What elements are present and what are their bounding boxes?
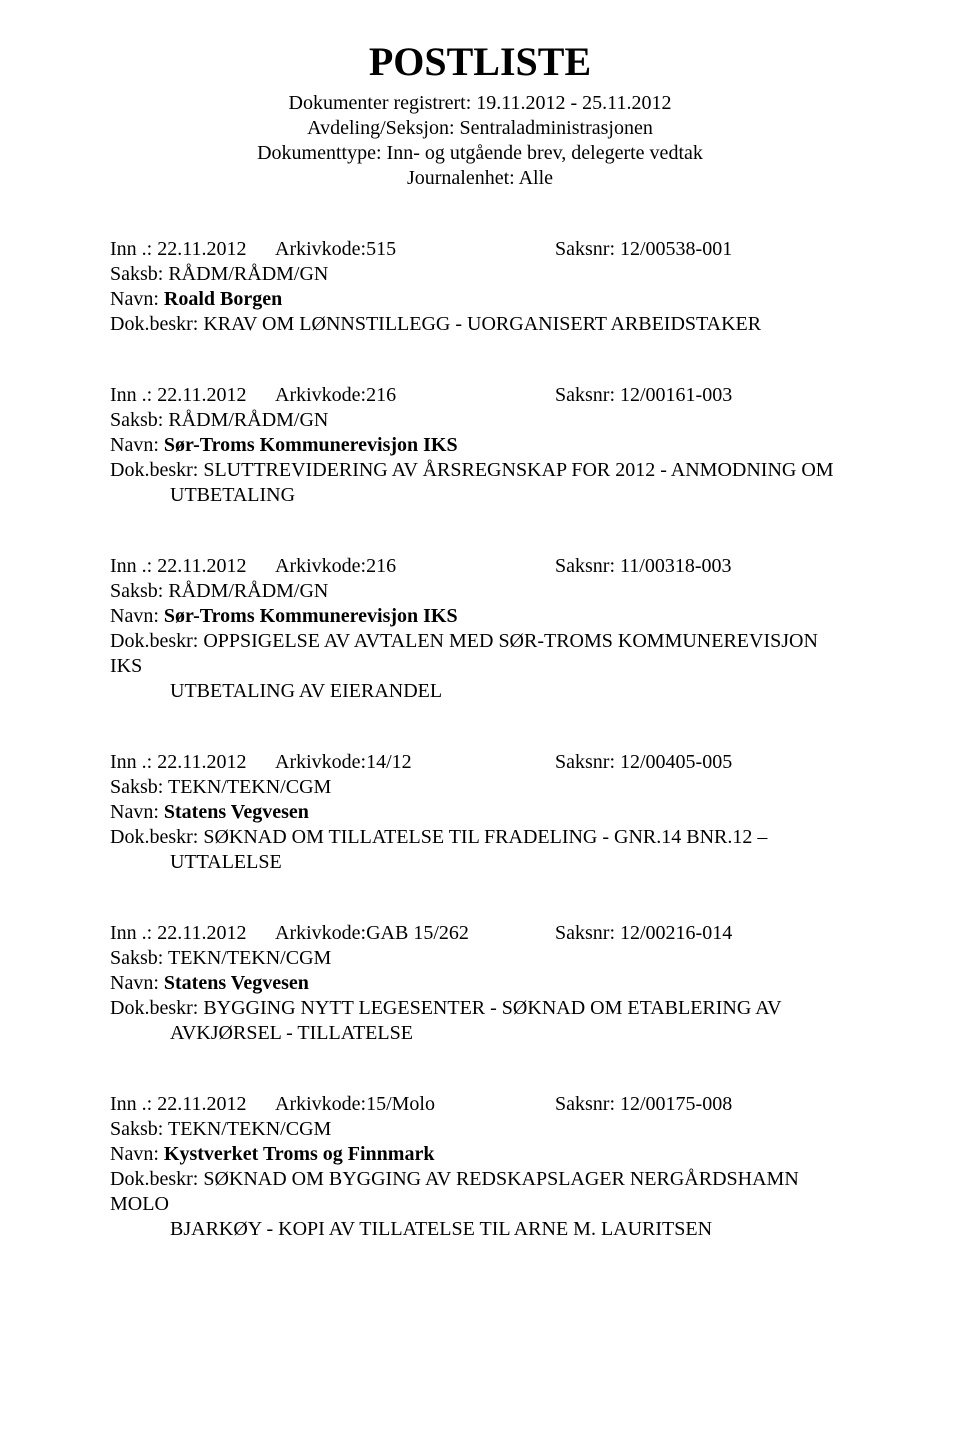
navn-value: Statens Vegvesen — [164, 972, 309, 994]
arkivkode: Arkivkode:14/12 — [275, 750, 555, 775]
entry: Inn .: 22.11.2012Arkivkode:14/12Saksnr: … — [110, 750, 850, 875]
navn: Navn: Kystverket Troms og Finnmark — [110, 1142, 850, 1167]
inn-date: Inn .: 22.11.2012 — [110, 554, 275, 579]
arkivkode: Arkivkode:GAB 15/262 — [275, 921, 555, 946]
saksnr: Saksnr: 12/00538-001 — [555, 237, 850, 262]
saksnr: Saksnr: 12/00175-008 — [555, 1092, 850, 1117]
dok-beskr: Dok.beskr: OPPSIGELSE AV AVTALEN MED SØR… — [110, 629, 850, 679]
dok-beskr-cont: UTTALELSE — [110, 850, 850, 875]
header-line-4: Journalenhet: Alle — [110, 166, 850, 191]
saksnr: Saksnr: 12/00405-005 — [555, 750, 850, 775]
dok-beskr-cont: UTBETALING AV EIERANDEL — [110, 679, 850, 704]
entry-row-meta: Inn .: 22.11.2012Arkivkode:216Saksnr: 12… — [110, 383, 850, 408]
dok-beskr: Dok.beskr: BYGGING NYTT LEGESENTER - SØK… — [110, 996, 850, 1021]
entry-row-meta: Inn .: 22.11.2012Arkivkode:216Saksnr: 11… — [110, 554, 850, 579]
arkivkode: Arkivkode:15/Molo — [275, 1092, 555, 1117]
navn-value: Statens Vegvesen — [164, 801, 309, 823]
saksb: Saksb: TEKN/TEKN/CGM — [110, 946, 850, 971]
inn-date: Inn .: 22.11.2012 — [110, 921, 275, 946]
inn-date: Inn .: 22.11.2012 — [110, 237, 275, 262]
dok-beskr: Dok.beskr: SLUTTREVIDERING AV ÅRSREGNSKA… — [110, 458, 850, 483]
header-line-2: Avdeling/Seksjon: Sentraladministrasjone… — [110, 116, 850, 141]
navn-label: Navn: — [110, 434, 164, 456]
entries-container: Inn .: 22.11.2012Arkivkode:515Saksnr: 12… — [110, 237, 850, 1242]
saksb: Saksb: RÅDM/RÅDM/GN — [110, 579, 850, 604]
saksnr: Saksnr: 12/00216-014 — [555, 921, 850, 946]
navn: Navn: Sør-Troms Kommunerevisjon IKS — [110, 604, 850, 629]
dok-beskr-cont: AVKJØRSEL - TILLATELSE — [110, 1021, 850, 1046]
entry: Inn .: 22.11.2012Arkivkode:216Saksnr: 11… — [110, 554, 850, 704]
inn-date: Inn .: 22.11.2012 — [110, 383, 275, 408]
entry-row-meta: Inn .: 22.11.2012Arkivkode:GAB 15/262Sak… — [110, 921, 850, 946]
navn: Navn: Statens Vegvesen — [110, 800, 850, 825]
dok-beskr-cont: BJARKØY - KOPI AV TILLATELSE TIL ARNE M.… — [110, 1217, 850, 1242]
navn-label: Navn: — [110, 801, 164, 823]
header-line-1: Dokumenter registrert: 19.11.2012 - 25.1… — [110, 91, 850, 116]
header-block: Dokumenter registrert: 19.11.2012 - 25.1… — [110, 91, 850, 191]
entry-row-meta: Inn .: 22.11.2012Arkivkode:14/12Saksnr: … — [110, 750, 850, 775]
header-line-3: Dokumenttype: Inn- og utgående brev, del… — [110, 141, 850, 166]
saksb: Saksb: RÅDM/RÅDM/GN — [110, 262, 850, 287]
entry-row-meta: Inn .: 22.11.2012Arkivkode:515Saksnr: 12… — [110, 237, 850, 262]
navn-value: Roald Borgen — [164, 288, 282, 310]
inn-date: Inn .: 22.11.2012 — [110, 1092, 275, 1117]
saksb: Saksb: TEKN/TEKN/CGM — [110, 1117, 850, 1142]
navn-label: Navn: — [110, 972, 164, 994]
inn-date: Inn .: 22.11.2012 — [110, 750, 275, 775]
navn: Navn: Sør-Troms Kommunerevisjon IKS — [110, 433, 850, 458]
navn-value: Sør-Troms Kommunerevisjon IKS — [164, 605, 458, 627]
entry-row-meta: Inn .: 22.11.2012Arkivkode:15/MoloSaksnr… — [110, 1092, 850, 1117]
navn: Navn: Roald Borgen — [110, 287, 850, 312]
dok-beskr: Dok.beskr: SØKNAD OM TILLATELSE TIL FRAD… — [110, 825, 850, 850]
navn-value: Kystverket Troms og Finnmark — [164, 1143, 435, 1165]
navn-label: Navn: — [110, 1143, 164, 1165]
saksnr: Saksnr: 12/00161-003 — [555, 383, 850, 408]
navn-label: Navn: — [110, 288, 164, 310]
arkivkode: Arkivkode:216 — [275, 554, 555, 579]
arkivkode: Arkivkode:216 — [275, 383, 555, 408]
arkivkode: Arkivkode:515 — [275, 237, 555, 262]
saksb: Saksb: RÅDM/RÅDM/GN — [110, 408, 850, 433]
navn-value: Sør-Troms Kommunerevisjon IKS — [164, 434, 458, 456]
page-title: POSTLISTE — [110, 38, 850, 85]
entry: Inn .: 22.11.2012Arkivkode:GAB 15/262Sak… — [110, 921, 850, 1046]
dok-beskr: Dok.beskr: KRAV OM LØNNSTILLEGG - UORGAN… — [110, 312, 850, 337]
saksb: Saksb: TEKN/TEKN/CGM — [110, 775, 850, 800]
entry: Inn .: 22.11.2012Arkivkode:216Saksnr: 12… — [110, 383, 850, 508]
saksnr: Saksnr: 11/00318-003 — [555, 554, 850, 579]
navn: Navn: Statens Vegvesen — [110, 971, 850, 996]
navn-label: Navn: — [110, 605, 164, 627]
page: POSTLISTE Dokumenter registrert: 19.11.2… — [0, 0, 960, 1446]
entry: Inn .: 22.11.2012Arkivkode:515Saksnr: 12… — [110, 237, 850, 337]
dok-beskr-cont: UTBETALING — [110, 483, 850, 508]
entry: Inn .: 22.11.2012Arkivkode:15/MoloSaksnr… — [110, 1092, 850, 1242]
dok-beskr: Dok.beskr: SØKNAD OM BYGGING AV REDSKAPS… — [110, 1167, 850, 1217]
